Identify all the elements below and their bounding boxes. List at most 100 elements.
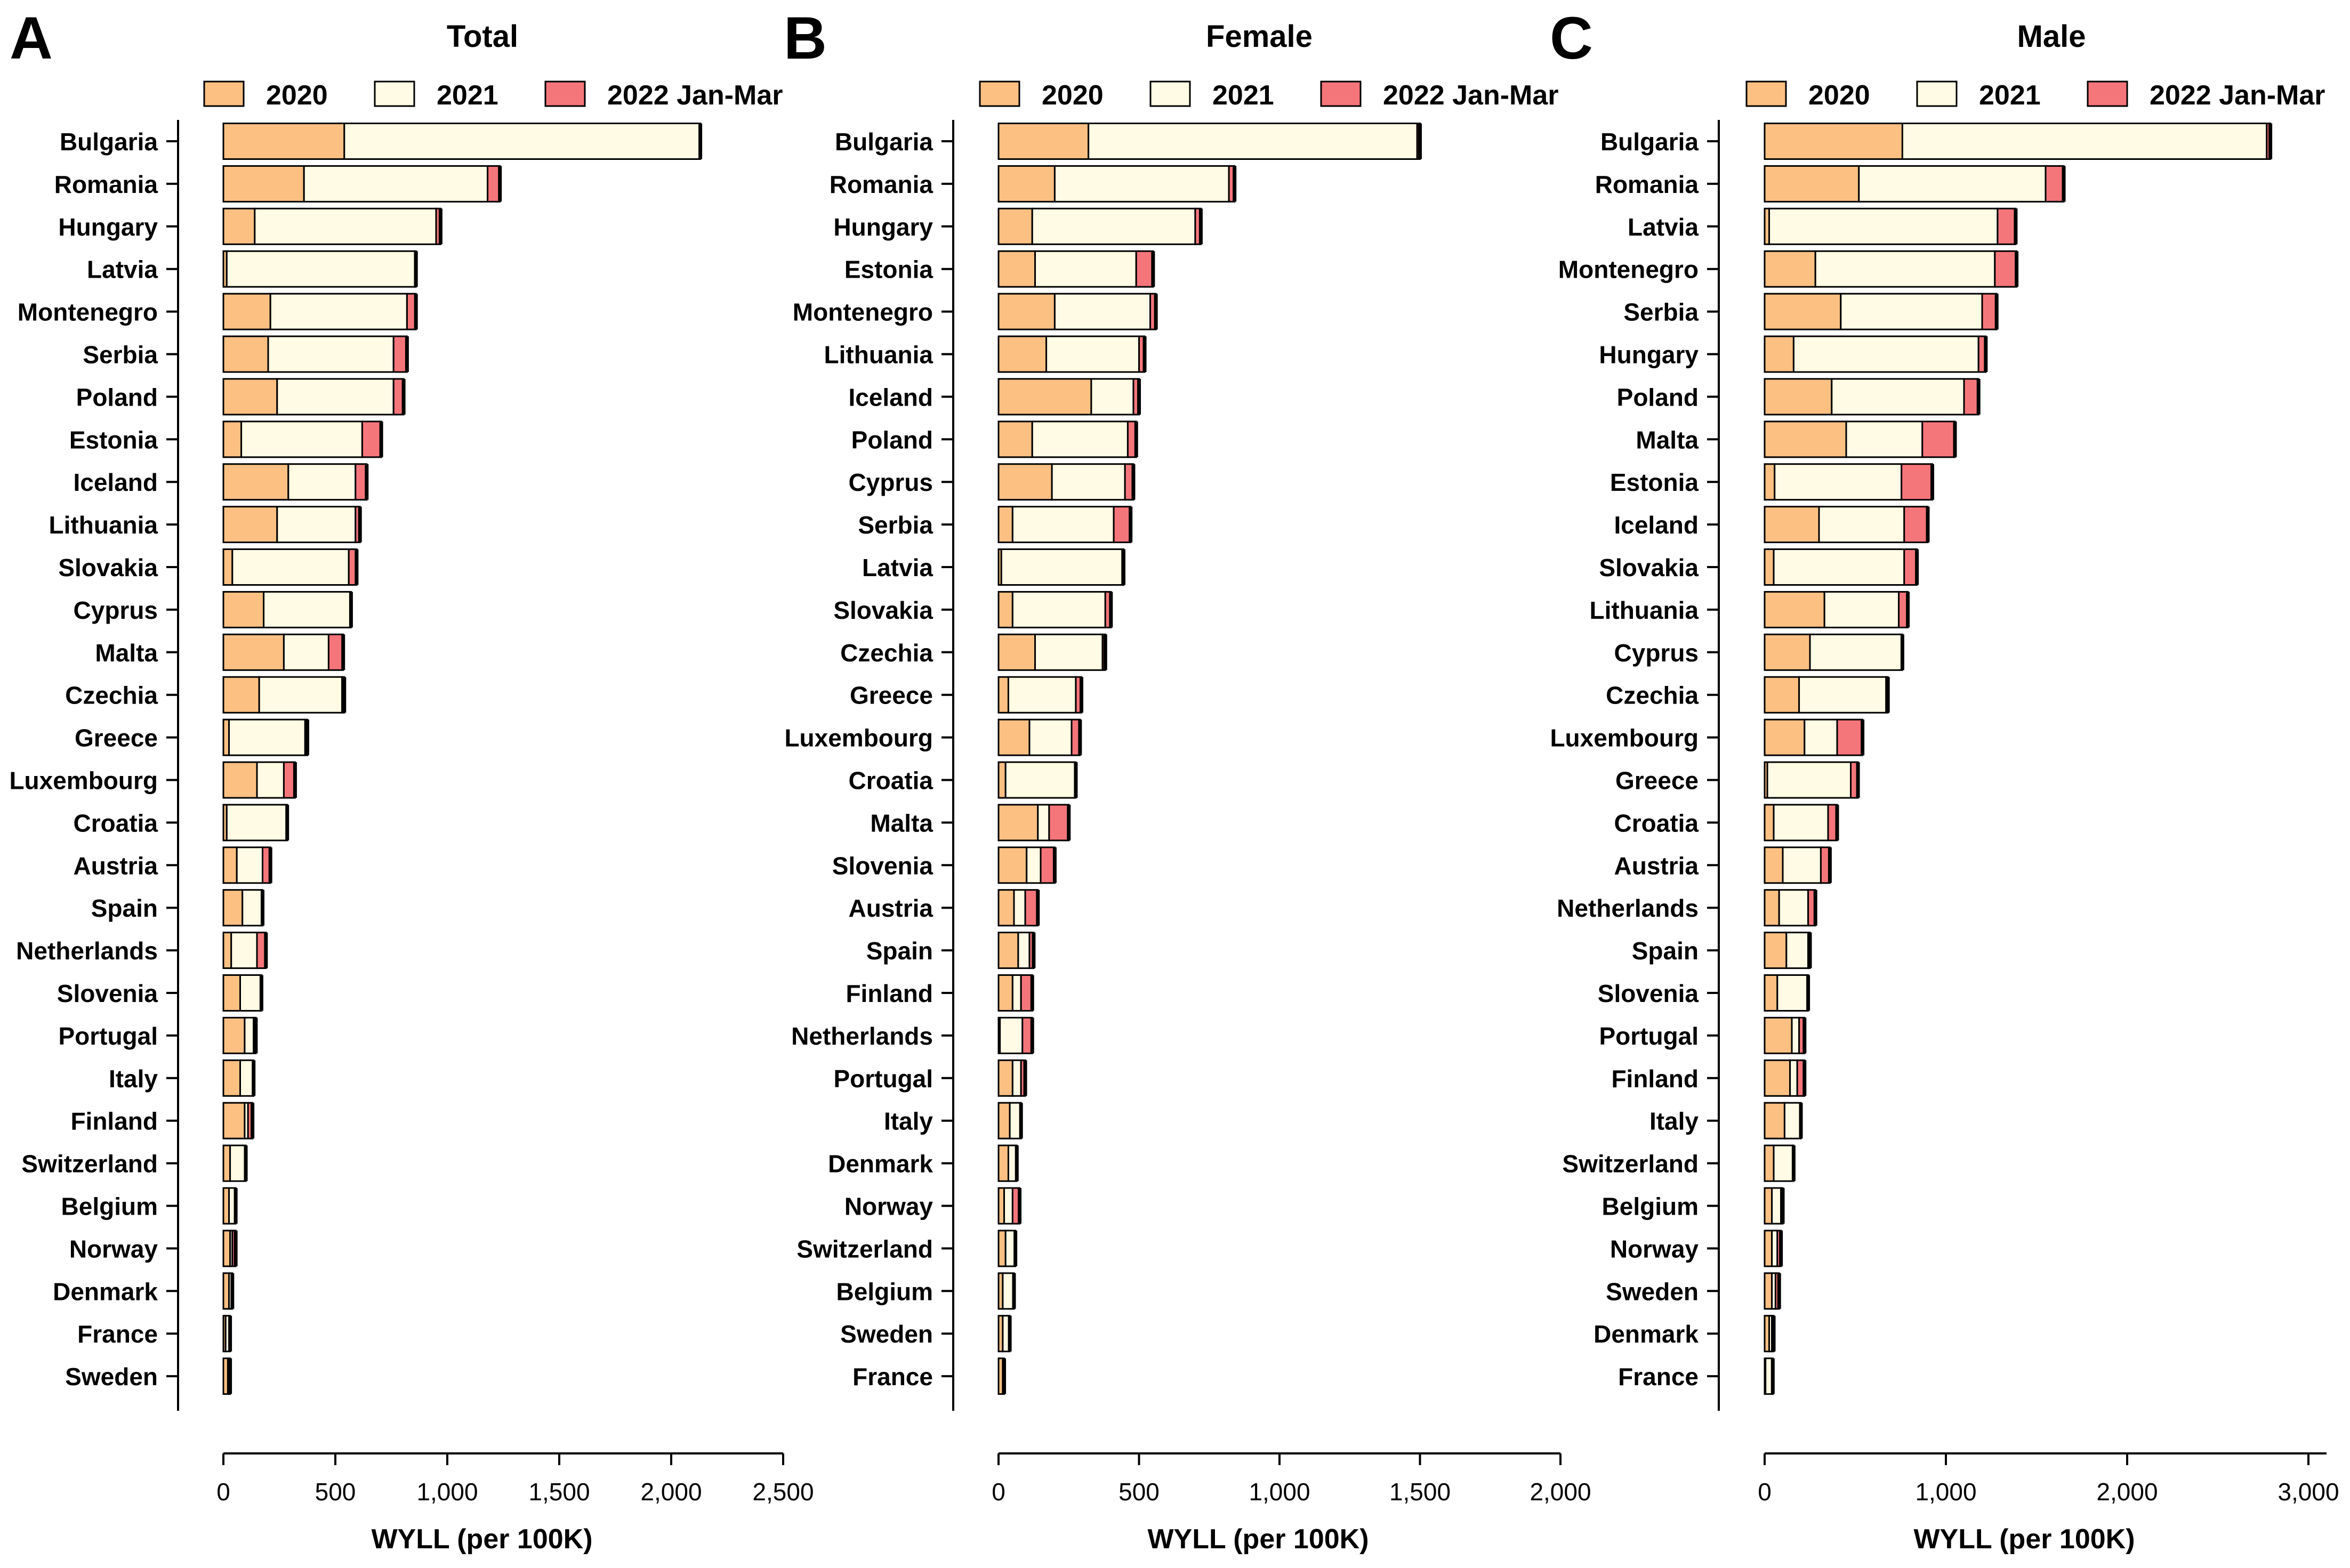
bar-romania-2020 [222,165,305,203]
bar-italy-2021 [239,1059,255,1097]
bar-norway-2021 [1771,1230,1778,1267]
y-tick-label: Portugal [58,1022,158,1050]
bar-switzerland-2020 [1764,1144,1775,1182]
bar-iceland-2020 [1764,506,1820,544]
bar-hungary-2020 [1764,335,1794,373]
panel-letter: B [784,5,827,71]
bar-poland-2020 [222,378,278,416]
bar-greece-2020 [997,676,1009,714]
bar-estonia-2022 [1901,463,1933,501]
bar-lithuania-2021 [1823,591,1900,628]
y-tick-label: Sweden [65,1363,158,1391]
bar-estonia-2021 [240,421,363,458]
y-tick-label: Slovenia [57,980,158,1007]
bar-croatia-2021 [226,804,288,842]
y-tick-label: Luxembourg [784,724,933,752]
bar-malta-2020 [1764,421,1847,458]
y-tick-label: Spain [866,937,933,965]
bar-croatia-2020 [1764,804,1775,842]
y-tick-label: Denmark [1594,1320,1699,1348]
bar-austria-2021 [1013,889,1026,927]
bar-slovenia-2021 [1776,974,1809,1012]
bar-italy-2020 [997,1102,1011,1139]
bar-denmark-2020 [222,1272,230,1310]
bar-croatia-2021 [1773,804,1829,842]
bar-montenegro-2021 [269,293,408,330]
bar-spain-2020 [997,932,1019,969]
y-tick-label: Norway [1610,1235,1699,1263]
x-tick-label: 2,000 [640,1478,702,1506]
panel-title: Male [2017,19,2086,54]
bar-bulgaria-2020 [1764,123,1903,160]
y-tick-label: Austria [74,852,158,879]
bar-slovenia-2020 [997,846,1028,884]
bar-belgium-2020 [222,1187,230,1225]
bar-finland-2021 [1789,1059,1798,1097]
x-tick-label: 0 [216,1478,230,1506]
bar-belgium-2021 [1771,1187,1782,1225]
y-tick-label: Iceland [73,468,158,496]
bar-netherlands-2020 [1764,889,1780,927]
bar-netherlands-2021 [1778,889,1809,927]
legend-swatch-2 [1149,80,1191,107]
bar-spain-2021 [242,889,264,927]
panel-b: B Female 2020 2021 2022 Jan-Mar Bulgaria Roman… [784,5,1591,1555]
bar-malta-2022 [1921,421,1956,458]
bar-estonia-2020 [997,250,1036,288]
panel-title: Total [447,19,518,54]
bar-luxembourg-2020 [1764,718,1806,756]
y-tick-label: Slovakia [58,554,158,581]
y-tick-label: Poland [1617,383,1699,411]
bar-estonia-2022 [1135,250,1154,288]
bar-norway-2020 [997,1187,1005,1225]
y-tick-label: Estonia [69,426,158,454]
bar-estonia-2020 [1764,463,1776,501]
bar-lithuania-2020 [997,335,1048,373]
bar-poland-2020 [997,421,1033,458]
bar-serbia-2022 [1981,293,1998,330]
legend-swatch-1 [979,80,1020,107]
legend-swatch-2 [1916,80,1958,107]
bar-czechia-2020 [997,633,1036,671]
bar-bulgaria-2021 [1901,123,2268,160]
legend-label-3: 2022 Jan-Mar [1383,80,1559,111]
bar-slovakia-2021 [1011,591,1106,628]
bar-malta-2021 [1845,421,1924,458]
y-tick-label: Iceland [848,383,933,411]
bar-austria-2021 [236,846,264,884]
bar-estonia-2021 [1034,250,1137,288]
bar-denmark-2020 [997,1144,1009,1182]
bar-austria-2022 [1024,889,1039,927]
bar-serbia-2021 [1840,293,1983,330]
legend: 2020 2021 2022 Jan-Mar [979,80,1559,111]
bar-slovakia-2021 [1773,548,1905,586]
y-tick-label: Latvia [862,554,933,581]
x-tick-label: 1,500 [1389,1478,1451,1506]
bar-cyprus-2020 [1764,633,1811,671]
bar-portugal-2021 [1011,1059,1022,1097]
bar-poland-2021 [276,378,395,416]
bar-czechia-2020 [1764,676,1800,714]
y-tick-label: Spain [1632,937,1699,965]
bar-estonia-2020 [222,421,243,458]
y-tick-label: Latvia [87,256,158,284]
y-tick-label: Poland [851,426,933,454]
bar-hungary-2020 [997,207,1033,245]
bar-latvia-2021 [1768,207,1999,245]
y-tick-label: Portugal [833,1065,933,1093]
bar-switzerland-2020 [997,1230,1007,1267]
bar-estonia-2022 [361,421,382,458]
legend-label-1: 2020 [266,80,328,111]
y-tick-label: Lithuania [1590,596,1699,624]
bar-croatia-2021 [1004,761,1077,799]
bar-portugal-2020 [1764,1016,1793,1054]
y-tick-label: Belgium [61,1193,158,1221]
panel-title: Female [1206,19,1313,54]
y-tick-label: Switzerland [21,1150,158,1178]
bar-romania-2021 [1053,165,1230,203]
y-tick-label: Lithuania [49,511,158,539]
bar-czechia-2020 [222,676,260,714]
y-tick-label: Netherlands [16,937,158,965]
y-tick-label: Luxembourg [9,767,158,795]
bar-slovenia-2020 [1764,974,1778,1012]
